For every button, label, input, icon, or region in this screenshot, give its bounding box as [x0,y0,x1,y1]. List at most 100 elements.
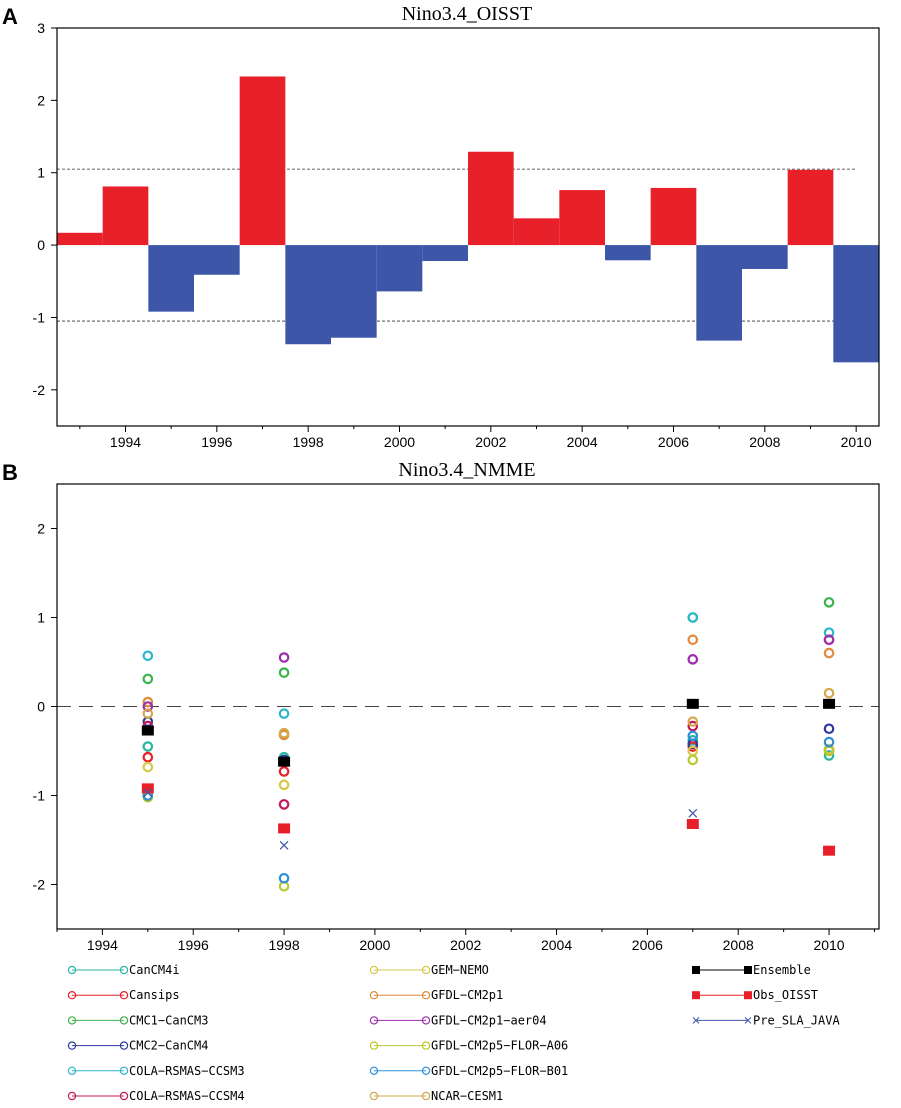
x-tick-label: 1996 [201,434,232,450]
legend-item: GFDL−CM2p5−FLOR−B01 [369,1064,568,1078]
point-cancm4i-1995 [142,741,154,752]
point-cansips-1998 [278,766,290,777]
panel-b-title: Nino3.4_NMME [398,459,535,481]
legend-marker [369,1016,379,1025]
legend-label: GFDL−CM2p1−aer04 [431,1013,547,1027]
legend-marker [119,1016,129,1025]
bar-1996 [194,245,240,275]
legend-item: CMC2−CanCM4 [67,1039,208,1053]
legend-item: COLA−RSMAS−CCSM4 [67,1089,245,1103]
point-gfdl-cm2p5-flor-b01-2007 [687,730,699,742]
x-tick-label: 2006 [632,937,663,953]
point-cmc1-cancm3-2010 [823,597,835,608]
point-gfdl-cm2p1-aer04-2010 [823,634,835,646]
legend-marker [67,1016,77,1025]
panel-b-plot-frame [56,483,880,930]
y-tick-label: 2 [37,92,45,108]
point-gfdl-cm2p1-2010 [823,647,835,659]
bar-2002 [468,151,514,246]
y-tick-label: 0 [37,699,45,715]
legend-marker [67,1091,77,1101]
panel-b-legend: CanCM4i Cansips CMC1−CanCM3 CMC2−CanCM4 COLA… [67,963,840,1103]
x-tick-label: 1994 [87,937,118,953]
point-ensemble-1998 [278,756,291,767]
point-obs-oisst-1995 [141,783,154,794]
legend-marker [744,991,752,1000]
panel-a-title: Nino3.4_OISST [402,3,533,25]
point-ncar-cesm1-1995 [142,708,154,719]
point-cmc1-cancm3-1995 [142,673,154,685]
legend-marker [119,991,129,1000]
y-tick-label: 0 [37,237,45,253]
point-ensemble-1995 [141,725,154,736]
bar-1994 [102,186,149,246]
point-cola-rsmas-ccsm4-1998 [278,799,290,810]
legend-label: GFDL−CM2p5−FLOR−A06 [431,1039,568,1053]
legend-item: Obs_OISST [692,988,818,1002]
point-obs-oisst-1998 [278,823,291,834]
point-pre-sla-java-2007 [688,808,698,818]
y-tick-label: 1 [37,165,45,181]
legend-label: COLA−RSMAS−CCSM3 [129,1064,245,1078]
bar-1995 [148,245,194,312]
legend-marker [67,991,77,1000]
bar-1999 [331,245,377,338]
panel-a-label: A [2,4,18,29]
panel-a-bars [57,76,879,363]
point-ncar-cesm1-2010 [823,687,835,699]
legend-marker [421,1041,431,1050]
x-tick-label: 2000 [359,937,390,953]
point-cola-rsmas-ccsm3-2010 [823,627,835,638]
point-gfdl-cm2p1-aer04-1995 [142,701,154,712]
legend-label: CanCM4i [129,963,180,977]
legend-item: Pre_SLA_JAVA [692,1013,840,1027]
x-tick-label: 2002 [475,434,506,450]
bar-1997 [239,76,286,246]
legend-marker [421,991,431,1000]
legend-marker [119,1041,129,1050]
legend-label: NCAR−CESM1 [431,1089,503,1103]
legend-item: GEM−NEMO [369,963,489,977]
legend-label: COLA−RSMAS−CCSM4 [129,1089,245,1103]
legend-marker [692,1017,700,1024]
legend-item: GFDL−CM2p5−FLOR−A06 [369,1039,568,1053]
bar-2005 [605,245,651,261]
legend-item: NCAR−CESM1 [369,1089,503,1103]
point-cmc1-cancm3-1998 [278,667,290,678]
point-gfdl-cm2p1-2007 [687,634,699,646]
point-ensemble-2010 [823,698,836,709]
legend-marker [692,966,700,974]
bar-1998 [285,245,331,345]
legend-marker [119,965,129,975]
x-tick-label: 2010 [813,937,844,953]
point-pre-sla-java-1995 [143,788,153,798]
point-cmc2-cancm4-2010 [823,723,835,735]
legend-item: GFDL−CM2p1 [369,988,503,1002]
y-tick-label: -2 [33,382,46,398]
legend-marker [369,1041,379,1050]
legend-marker [421,965,431,975]
legend-label: Obs_OISST [753,988,818,1002]
point-cola-rsmas-ccsm3-2007 [687,612,699,623]
panel-a-plot-frame [56,27,880,427]
bar-2010 [833,245,879,363]
legend-label: GFDL−CM2p1 [431,988,503,1002]
legend-item: CMC1−CanCM3 [67,1013,208,1027]
legend-item: Ensemble [692,963,811,977]
point-cancm4i-2007 [687,735,699,746]
x-tick-label: 1994 [110,434,141,450]
x-tick-label: 2000 [384,434,415,450]
x-tick-label: 2006 [658,434,689,450]
legend-label: CMC2−CanCM4 [129,1039,208,1053]
point-gem-nemo-1995 [142,761,154,773]
point-ncar-cesm1-1998 [278,727,290,739]
legend-marker [369,1066,379,1076]
point-gfdl-cm2p1-aer04-1998 [278,652,290,663]
point-gfdl-cm2p5-flor-b01-1998 [278,872,290,884]
legend-marker [369,1091,379,1101]
legend-item: CanCM4i [67,963,180,977]
x-tick-label: 2004 [541,937,572,953]
legend-marker [67,1041,77,1050]
legend-item: GFDL−CM2p1−aer04 [369,1013,547,1027]
bar-2009 [787,169,834,246]
